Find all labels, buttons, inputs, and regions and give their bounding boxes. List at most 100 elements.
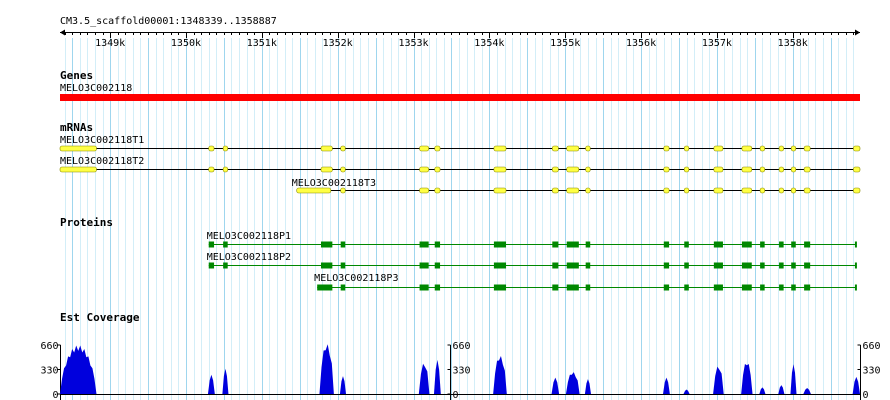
- mrna-exon: [419, 166, 429, 173]
- mrna-exon: [683, 187, 690, 194]
- mrna-exon: [493, 166, 507, 173]
- mrna-exon: [59, 166, 97, 173]
- protein-exon: [552, 241, 559, 248]
- mrna-exon: [713, 187, 724, 194]
- mrna-exon: [663, 145, 670, 152]
- coverage-peak: [741, 364, 753, 394]
- protein-exon: [552, 262, 559, 269]
- protein-exon: [760, 262, 765, 269]
- protein-exon: [419, 241, 429, 248]
- mrna-exon: [778, 145, 784, 152]
- mrna-exon: [790, 145, 797, 152]
- protein-exon: [434, 262, 441, 269]
- protein-exon: [493, 284, 507, 291]
- mrnas-track-title: mRNAs: [60, 121, 93, 134]
- coverage-peak: [339, 376, 347, 394]
- coverage-peak: [60, 345, 97, 394]
- mrna-exon: [585, 187, 591, 194]
- mrna-label: MELO3C002118T2: [60, 156, 144, 167]
- genes-track-title: Genes: [60, 69, 93, 82]
- mrna-exon: [803, 166, 811, 173]
- gene-label: MELO3C002118: [60, 83, 132, 94]
- mrna-exon: [663, 166, 670, 173]
- mrna-exon: [713, 166, 724, 173]
- mrna-exon: [552, 145, 559, 152]
- protein-exon: [663, 241, 670, 248]
- protein-exon: [340, 284, 346, 291]
- mrna-exon: [566, 166, 580, 173]
- protein-exon: [684, 284, 689, 291]
- protein-exon: [779, 284, 784, 291]
- mrna-exon: [853, 145, 861, 152]
- coverage-peak: [713, 366, 724, 394]
- protein-exon: [791, 284, 796, 291]
- coverage-peak: [852, 376, 860, 394]
- coverage-axis-label: 330: [40, 366, 58, 377]
- protein-exon: [566, 241, 579, 248]
- protein-exon: [804, 262, 811, 269]
- mrna-exon: [778, 166, 784, 173]
- protein-exon: [804, 284, 811, 291]
- mrna-exon: [683, 145, 690, 152]
- ruler-title: CM3.5_scaffold00001:1348339..1358887: [60, 16, 277, 27]
- protein-exon: [663, 262, 670, 269]
- coverage-peak: [319, 344, 334, 394]
- mrna-exon: [434, 145, 441, 152]
- mrna-exon: [340, 166, 346, 173]
- mrna-exon: [222, 145, 228, 152]
- coverage-peak: [222, 368, 229, 394]
- protein-exon: [223, 262, 228, 269]
- protein-exon: [434, 284, 441, 291]
- mrna-exon: [222, 166, 228, 173]
- mrna-exon: [552, 166, 559, 173]
- protein-exon: [320, 241, 333, 248]
- coverage-axis-label: 660: [40, 341, 58, 352]
- mrna-label: MELO3C002118T3: [292, 178, 376, 189]
- mrna-exon: [340, 145, 346, 152]
- protein-exon: [566, 284, 579, 291]
- protein-exon: [854, 262, 857, 269]
- ruler-tick-label: 1352k: [323, 38, 353, 49]
- protein-exon: [585, 262, 591, 269]
- mrna-label: MELO3C002118T1: [60, 135, 144, 146]
- coverage-axis-label: 660: [453, 341, 471, 352]
- protein-exon: [804, 241, 811, 248]
- mrna-exon: [566, 187, 580, 194]
- mrna-exon: [320, 145, 333, 152]
- protein-exon: [760, 284, 765, 291]
- mrna-exon: [759, 166, 765, 173]
- coverage-peak: [778, 385, 785, 394]
- proteins-track-title: Proteins: [60, 216, 113, 229]
- mrna-exon: [320, 166, 333, 173]
- coverage-track-title: Est Coverage: [60, 311, 140, 324]
- coverage-axis-label: 330: [453, 366, 471, 377]
- mrna-exon: [493, 145, 507, 152]
- mrna-exon: [59, 145, 97, 152]
- protein-exon: [340, 262, 346, 269]
- protein-exon: [741, 241, 752, 248]
- protein-exon: [419, 262, 429, 269]
- protein-exon: [741, 262, 752, 269]
- mrna-exon: [853, 166, 861, 173]
- mrna-exon: [419, 187, 429, 194]
- coverage-peak: [759, 387, 766, 394]
- ruler-tick-label: 1357k: [702, 38, 732, 49]
- protein-exon: [791, 262, 796, 269]
- mrna-exon: [208, 145, 215, 152]
- mrna-exon: [778, 187, 784, 194]
- ruler-right-arrow: [855, 29, 860, 36]
- protein-exon: [791, 241, 796, 248]
- mrna-exon: [663, 187, 670, 194]
- mrna-exon: [741, 166, 753, 173]
- protein-label: MELO3C002118P3: [314, 273, 398, 284]
- protein-exon: [741, 284, 752, 291]
- mrna-exon: [741, 187, 753, 194]
- coverage-peak: [584, 379, 591, 394]
- protein-exon: [760, 241, 765, 248]
- coverage-peak: [790, 364, 797, 394]
- coverage-peak: [551, 377, 560, 394]
- mrna-exon: [790, 187, 797, 194]
- ruler-tick-label: 1353k: [398, 38, 428, 49]
- protein-exon: [552, 284, 559, 291]
